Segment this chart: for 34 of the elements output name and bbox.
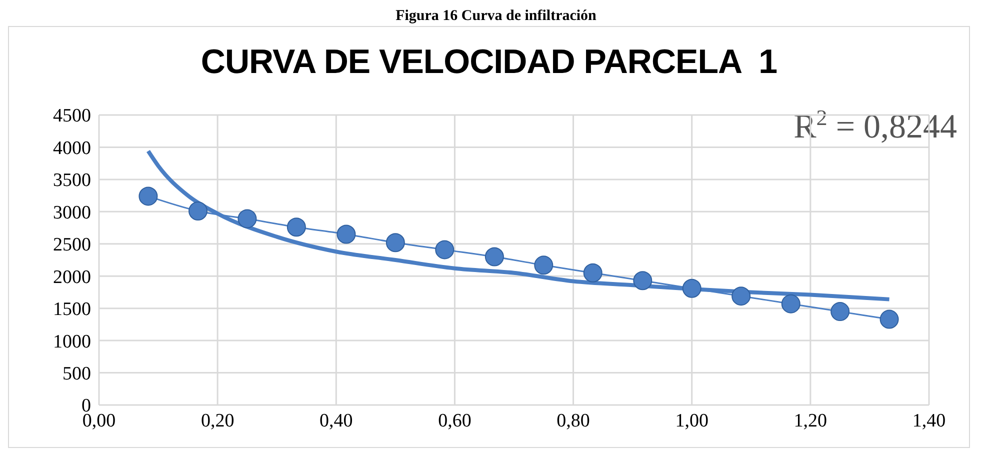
chart-title: CURVA DE VELOCIDAD PARCELA 1	[200, 43, 778, 81]
y-tick-label: 1500	[53, 299, 91, 320]
point	[830, 302, 850, 322]
point	[138, 186, 158, 206]
point	[633, 271, 652, 290]
x-tick-label: 1,00	[675, 410, 708, 432]
point	[386, 233, 405, 252]
y-tick-label: 4500	[53, 106, 91, 127]
point	[880, 310, 899, 329]
x-tick-label: 0,80	[556, 410, 590, 432]
point	[732, 286, 751, 306]
y-tick-label: 2000	[53, 266, 91, 288]
point	[781, 294, 800, 314]
point	[435, 240, 454, 260]
y-tick-label: 2500	[53, 234, 91, 256]
point	[336, 224, 356, 244]
point	[583, 263, 602, 282]
x-tick-label: 0,60	[438, 410, 472, 432]
point	[238, 209, 257, 228]
point	[682, 278, 702, 298]
x-tick-label: 1,40	[912, 410, 946, 432]
point	[188, 202, 208, 221]
x-tick-label: 0,40	[320, 410, 353, 432]
y-tick-label: 3000	[53, 202, 91, 224]
x-tick-label: 1,20	[794, 410, 828, 432]
point	[484, 247, 504, 266]
point	[534, 256, 554, 275]
y-tick-label: 3500	[53, 170, 91, 192]
y-tick-label: 4000	[53, 138, 91, 159]
x-tick-label: 0,20	[200, 410, 234, 432]
y-tick-label: 1000	[53, 331, 91, 352]
text: Figura 16 Curva de infiltración	[396, 8, 596, 24]
point	[286, 218, 306, 237]
y-tick-label: 500	[62, 364, 91, 385]
